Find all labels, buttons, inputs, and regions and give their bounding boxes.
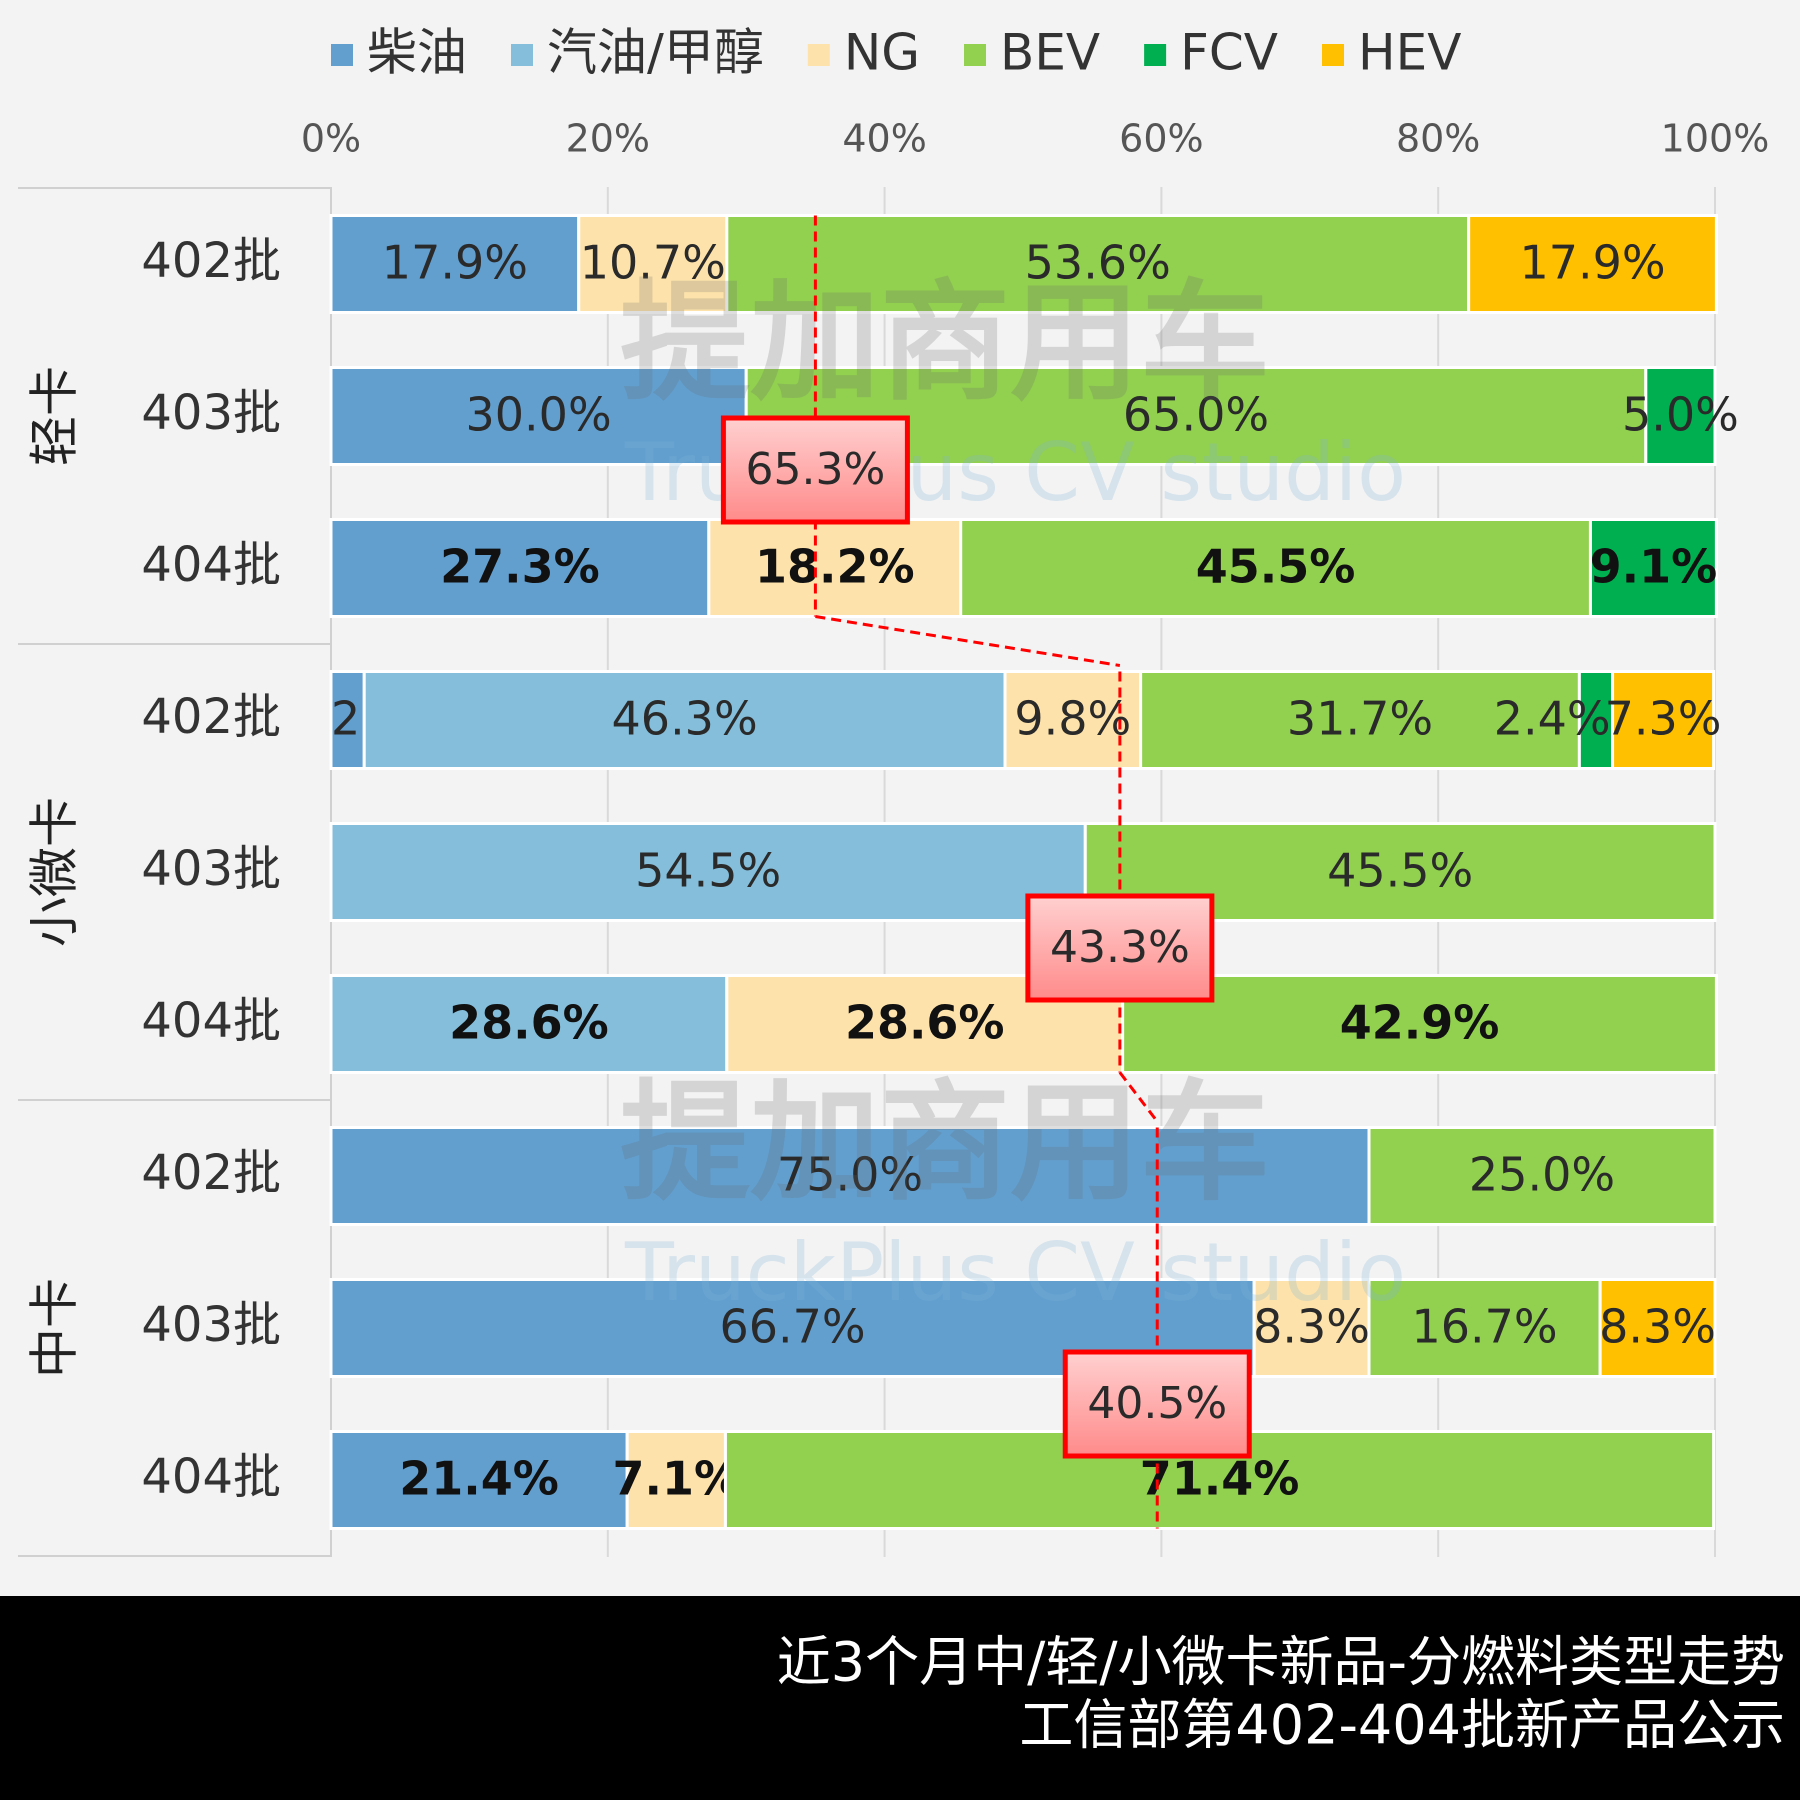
legend-label: HEV [1358,24,1461,82]
legend-label: BEV [1000,24,1100,82]
data-label: 9.8% [1014,692,1131,746]
annotation-box [1062,1349,1252,1459]
data-label: 28.6% [845,996,1005,1050]
footer-band [0,1596,1800,1800]
data-label: 27.3% [440,540,600,594]
bar-segment [1611,670,1716,770]
data-label: 18.2% [755,540,915,594]
bar-segment [329,670,366,770]
bar-segment [1598,1278,1717,1378]
y-tick-label: 402批 [141,233,281,289]
annotation-box [720,415,910,525]
annotation-label: 65.3% [746,444,886,495]
x-tick-label: 80% [1396,117,1480,161]
x-tick-label: 40% [842,117,926,161]
legend-label: 汽油/甲醇 [547,24,764,82]
data-label: 54.5% [635,844,781,898]
legend-swatch [511,44,533,66]
data-label: 10.7% [580,236,726,290]
y-tick-label: 404批 [141,537,281,593]
data-label: 28.6% [449,996,609,1050]
group-label: 小微卡 [26,797,84,947]
bar-segment [1121,974,1718,1074]
data-label: 71.4% [1140,1452,1300,1506]
bar-segment [329,1126,1371,1226]
bar-segment [1644,366,1717,466]
bar-segment [1003,670,1143,770]
x-tick-label: 60% [1119,117,1203,161]
data-label: 7.1% [613,1452,741,1506]
legend-label: NG [844,24,920,82]
legend-label: FCV [1180,24,1278,82]
bar-segment [1588,518,1718,618]
data-label: 21.4% [399,1452,559,1506]
watermark: 提加商用车 [620,267,1270,419]
reference-connector [1118,1071,1159,1123]
data-label: 45.5% [1196,540,1356,594]
data-label: 53.6% [1025,236,1171,290]
bar-segment [329,518,711,618]
data-label: 46.3% [612,692,758,746]
bar-segment [1367,1126,1717,1226]
bar-segment [625,1430,727,1530]
legend-swatch [331,44,353,66]
y-tick-label: 402批 [141,689,281,745]
data-label: 17.9% [1519,236,1665,290]
y-tick-label: 404批 [141,993,281,1049]
y-tick-label: 402批 [141,1145,281,1201]
data-label: 17.9% [382,236,528,290]
bar-segment [1367,1278,1602,1378]
footer-text: 工信部第402-404批新产品公示 [1019,1694,1785,1757]
x-tick-label: 20% [566,117,650,161]
data-label: 45.5% [1327,844,1473,898]
data-label: 66.7% [719,1300,865,1354]
annotation-label: 43.3% [1050,922,1190,973]
watermark: 提加商用车 [620,1067,1270,1219]
data-label: 8.3% [1253,1300,1370,1354]
reference-connector [815,615,1121,667]
bar-segment [362,670,1007,770]
annotation-box [1025,893,1215,1003]
y-tick-label: 404批 [141,1449,281,1505]
annotation-label: 40.5% [1087,1378,1227,1429]
bar-segment [723,1430,1716,1530]
bar-segment [1252,1278,1371,1378]
y-tick-label: 403批 [141,385,281,441]
watermark: TruckPlus CV studio [624,1226,1406,1319]
x-tick-label: 100% [1661,117,1770,161]
y-tick-label: 403批 [141,841,281,897]
bar-segment [1467,214,1718,314]
legend-swatch [964,44,987,66]
data-label: 42.9% [1340,996,1500,1050]
bar-segment [707,518,963,618]
legend-swatch [1144,44,1167,66]
data-label: 2.4% [1494,692,1611,746]
data-label: 9.1% [1590,540,1718,594]
data-label: 7.3% [1605,692,1722,746]
group-label: 轻卡 [26,366,84,466]
data-label: 30.0% [466,388,612,442]
legend-swatch [1322,44,1345,66]
data-label: 8.3% [1599,1300,1716,1354]
data-label: 25.0% [1469,1148,1615,1202]
data-label: 16.7% [1411,1300,1557,1354]
data-label: 31.7% [1287,692,1433,746]
data-label: 65.0% [1123,388,1269,442]
group-label: 中卡 [26,1278,84,1378]
x-tick-label: 0% [301,117,361,161]
data-label: 5.0% [1622,388,1739,442]
legend-label: 柴油 [367,24,467,82]
data-label: 75.0% [777,1148,923,1202]
legend-swatch [807,44,830,66]
footer-text: 近3个月中/轻/小微卡新品-分燃料类型走势 [777,1631,1785,1694]
y-tick-label: 403批 [141,1297,281,1353]
bar-segment [725,214,1471,314]
bar-segment [959,518,1592,618]
bar-segment [1139,670,1581,770]
